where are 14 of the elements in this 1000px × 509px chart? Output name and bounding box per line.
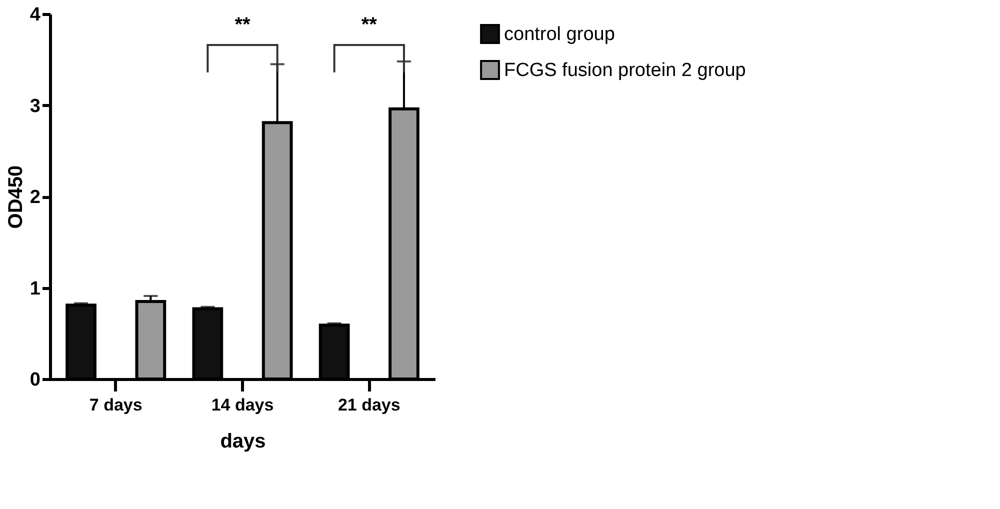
x-tick-label: 21 days (338, 396, 400, 414)
legend-label: control group (504, 24, 615, 45)
y-tick-label: 4 (30, 4, 41, 26)
x-axis-title: days (220, 430, 266, 452)
y-axis-title: OD450 (4, 165, 27, 229)
y-tick-label: 3 (30, 96, 40, 117)
y-tick-label: 1 (30, 278, 41, 300)
y-tick-label: 2 (30, 187, 40, 208)
annotation: ** (234, 14, 250, 36)
x-tick-label: 7 days (89, 396, 142, 414)
annotation: ** (361, 14, 378, 36)
y-tick-label: 0 (30, 370, 40, 390)
legend-label: FCGS fusion protein 2 group (504, 60, 746, 81)
x-tick-label: 14 days (211, 396, 274, 414)
